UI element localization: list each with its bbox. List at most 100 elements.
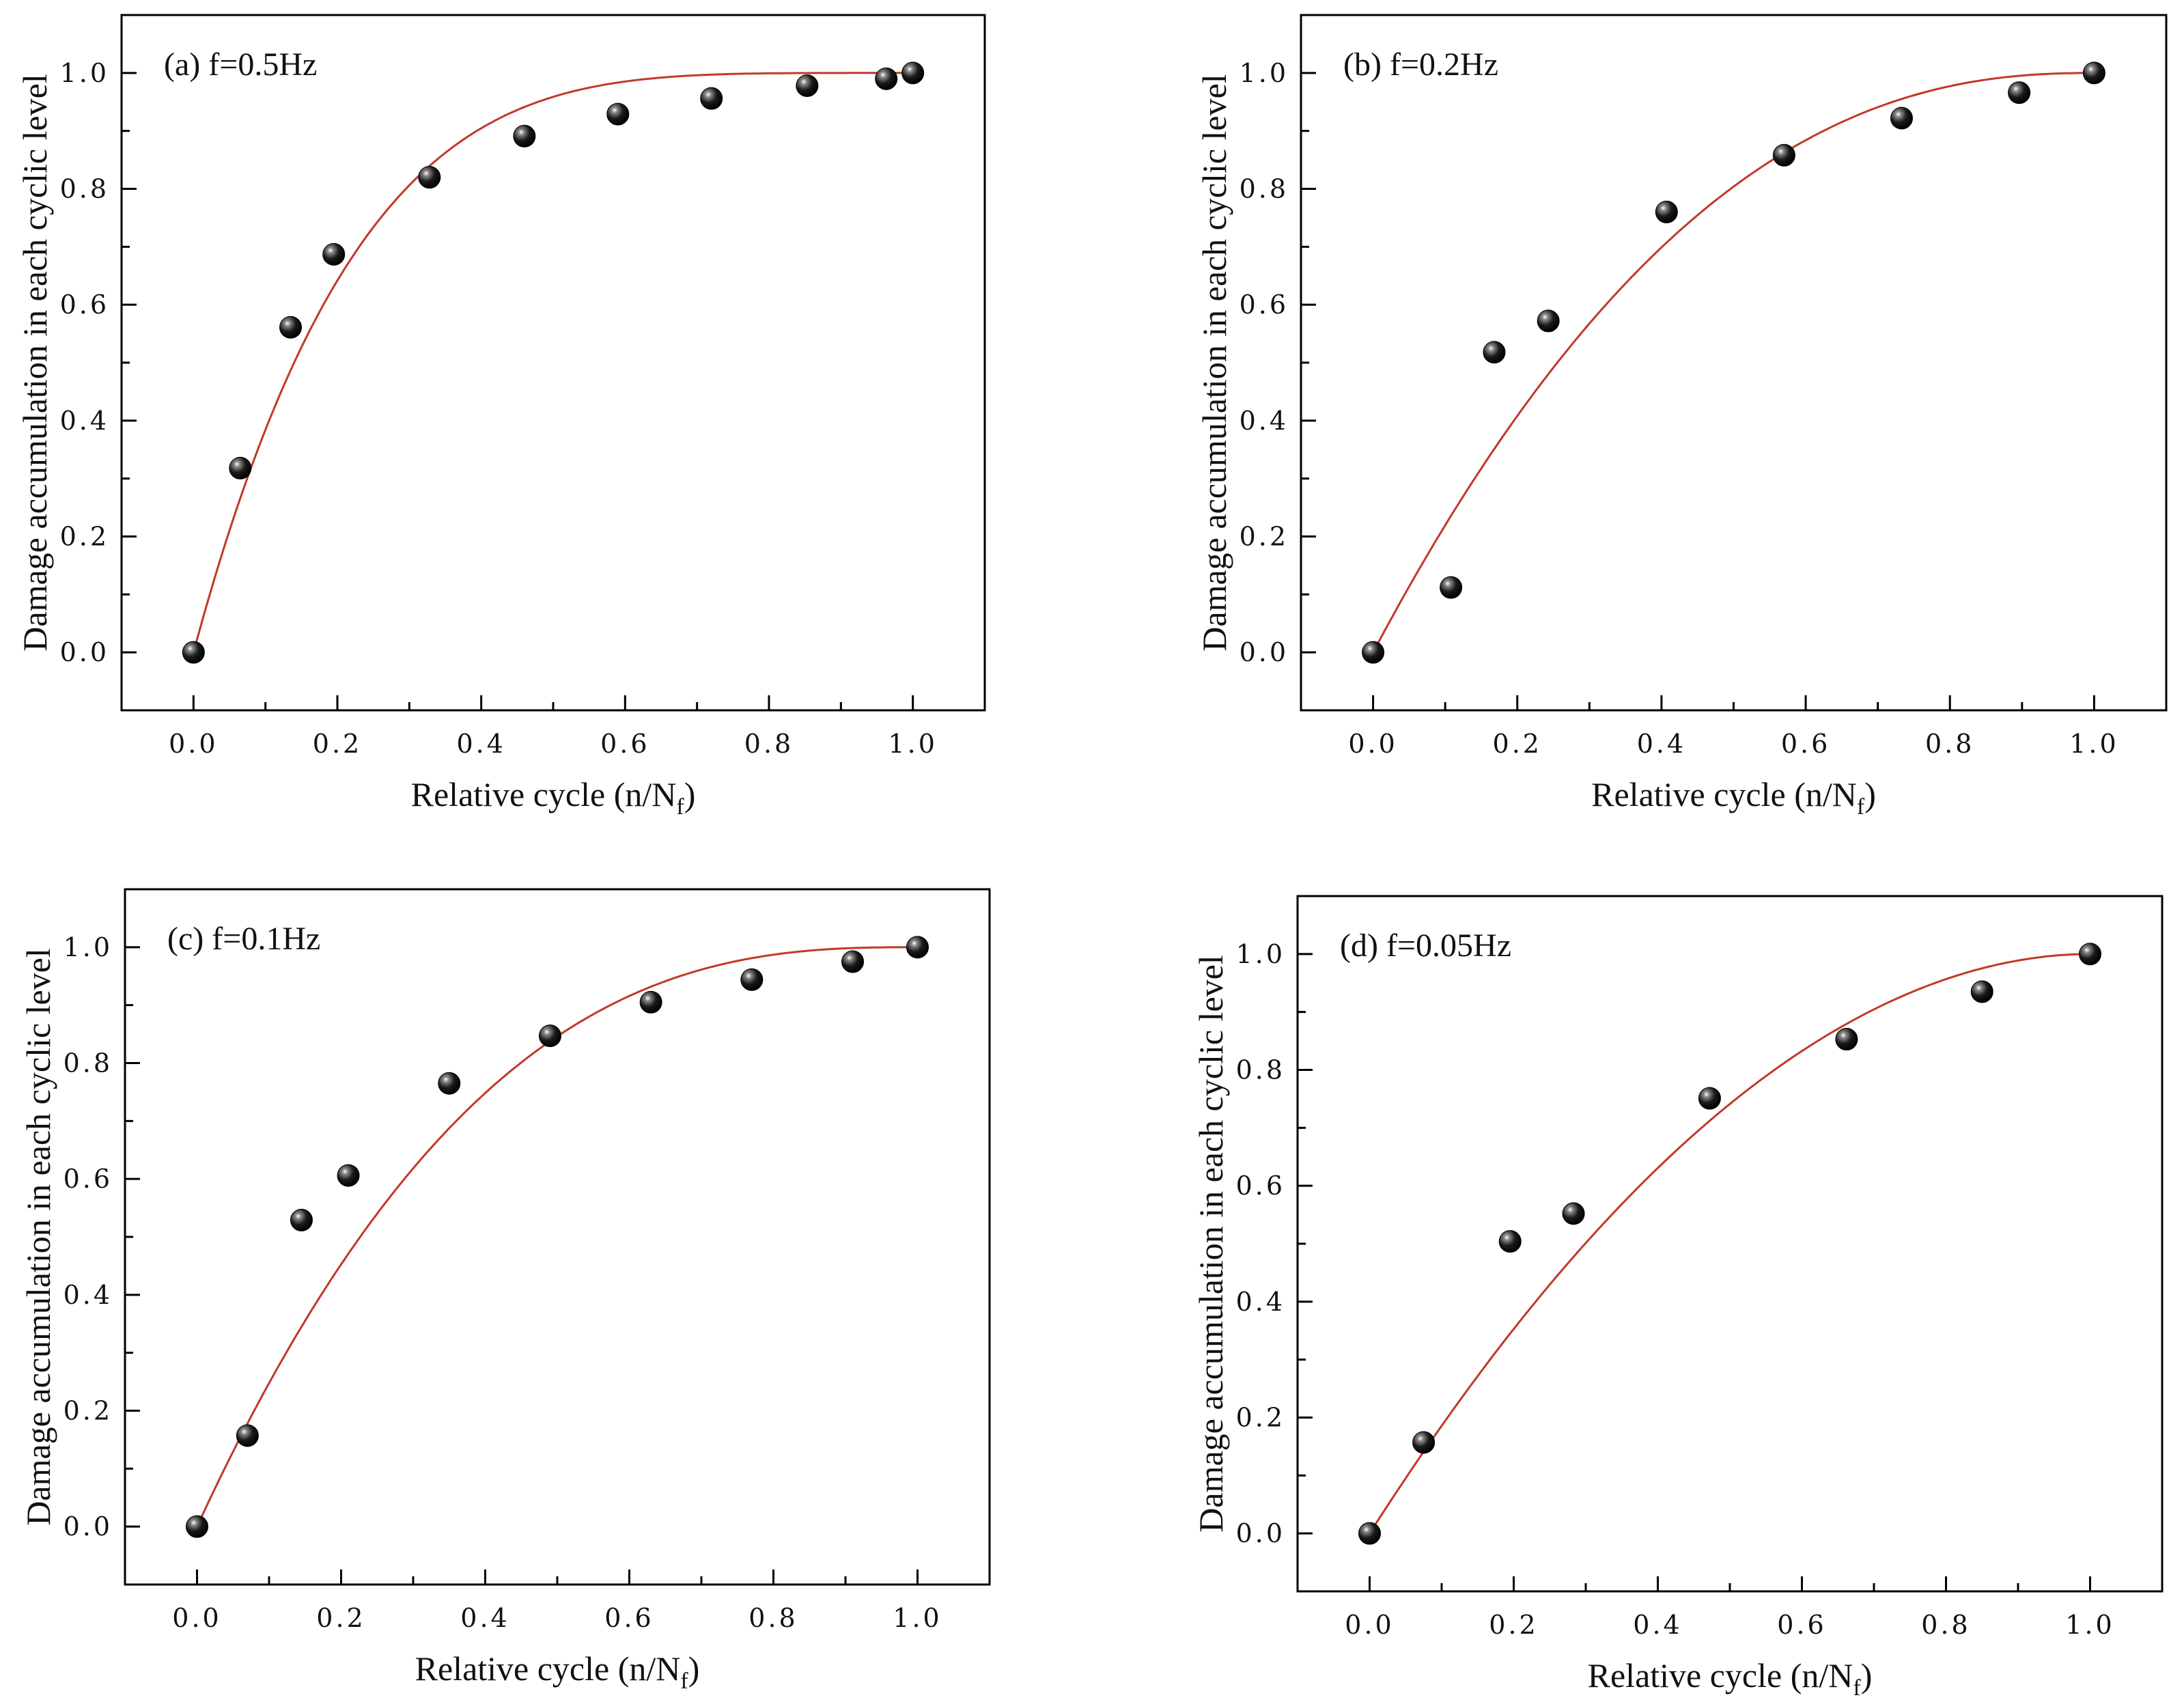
panel-b: 0.0 0.2 0.4 0.6 0.8 1.0 0.0 0.2 0.4 0.6 0.8 1.0 (b)… [1195, 14, 2168, 820]
x-axis-label-close: ) [688, 1649, 700, 1688]
data-points [182, 61, 925, 664]
data-point [538, 1024, 561, 1048]
x-axis-label-subscript: f [680, 1669, 688, 1694]
data-point [639, 990, 662, 1014]
y-tick-label: 1.0 [64, 932, 113, 962]
y-tick-label: 0.2 [1236, 1403, 1285, 1433]
y-tick-label: 0.0 [60, 637, 109, 667]
x-axis-label-subscript: f [676, 794, 684, 820]
x-tick-label: 0.2 [316, 1603, 365, 1633]
data-points [186, 936, 929, 1538]
x-axis-label-main: Relative cycle (n/N [1591, 775, 1857, 813]
data-point [186, 1515, 208, 1538]
y-tick-label: 0.6 [60, 290, 109, 320]
data-point [2008, 81, 2031, 104]
y-axis-label: Damage accumulation in each cyclic level [1192, 955, 1230, 1532]
y-tick-label: 0.4 [1240, 406, 1289, 436]
y-tick-label: 0.8 [1240, 174, 1289, 204]
y-axis-label: Damage accumulation in each cyclic level [16, 74, 54, 651]
x-tick-label: 0.2 [1493, 729, 1542, 759]
x-axis-label-main: Relative cycle (n/N [411, 775, 677, 813]
y-tick-label: 1.0 [1240, 58, 1289, 88]
x-tick-label: 0.0 [169, 729, 218, 759]
data-point [236, 1424, 259, 1447]
data-point [1890, 107, 1914, 130]
data-points [1358, 943, 2101, 1545]
x-tick-label: 0.4 [1633, 1610, 1682, 1640]
plot-frame [1300, 14, 2168, 712]
data-point [906, 936, 929, 959]
data-point [1412, 1431, 1436, 1454]
y-tick-label: 1.0 [60, 58, 109, 88]
x-tick-label: 0.6 [600, 729, 649, 759]
data-point [438, 1072, 461, 1095]
x-axis-label: Relative cycle (n/Nf) [415, 1649, 700, 1694]
data-point [740, 968, 764, 991]
x-axis-label-close: ) [684, 775, 696, 813]
data-point [513, 124, 536, 148]
fit-curve [192, 72, 913, 653]
plot-frame [1296, 895, 2164, 1593]
axis-ticks: 0.0 0.2 0.4 0.6 0.8 1.0 0.0 0.2 0.4 0.6 0.8 1.0 [1240, 58, 2118, 759]
data-point [1970, 980, 1993, 1003]
x-tick-label: 0.0 [1345, 1610, 1394, 1640]
data-point [1362, 641, 1385, 664]
x-tick-label: 0.8 [1925, 729, 1974, 759]
y-tick-label: 0.0 [1240, 637, 1289, 667]
x-tick-label: 0.8 [748, 1603, 798, 1633]
y-tick-label: 0.0 [64, 1511, 113, 1541]
x-tick-label: 0.0 [172, 1603, 221, 1633]
x-tick-label: 0.6 [604, 1603, 654, 1633]
x-axis-label-subscript: f [1857, 794, 1865, 820]
y-tick-label: 0.4 [60, 406, 109, 436]
x-axis-label: Relative cycle (n/Nf) [1591, 775, 1876, 820]
x-axis-label-close: ) [1861, 1656, 1873, 1694]
y-tick-label: 0.8 [64, 1048, 113, 1078]
y-axis-label: Damage accumulation in each cyclic level [19, 948, 57, 1525]
data-point [1698, 1087, 1721, 1110]
data-point [322, 242, 346, 266]
x-tick-label: 1.0 [888, 729, 937, 759]
data-point [875, 67, 898, 90]
panel-a: 0.0 0.2 0.4 0.6 0.8 1.0 0.0 0.2 0.4 0.6 0.8 1.0 (a)… [16, 14, 986, 820]
x-axis-label-main: Relative cycle (n/N [1588, 1656, 1853, 1694]
x-tick-label: 0.8 [1921, 1610, 1970, 1640]
x-tick-label: 0.4 [460, 1603, 509, 1633]
panel-c: 0.0 0.2 0.4 0.6 0.8 1.0 0.0 0.2 0.4 0.6 0.8 1.0 (c)… [19, 888, 991, 1694]
x-axis-label: Relative cycle (n/Nf) [411, 775, 696, 820]
panel-title: (d) f=0.05Hz [1340, 927, 1511, 964]
y-tick-label: 0.6 [1236, 1171, 1285, 1201]
x-axis-label-subscript: f [1853, 1675, 1861, 1701]
data-point [1498, 1230, 1522, 1253]
data-point [337, 1164, 360, 1187]
x-tick-label: 1.0 [2065, 1610, 2114, 1640]
y-tick-label: 0.8 [1236, 1055, 1285, 1085]
data-point [796, 74, 819, 97]
x-tick-label: 1.0 [2069, 729, 2118, 759]
x-tick-label: 0.2 [313, 729, 362, 759]
x-axis-label: Relative cycle (n/Nf) [1588, 1656, 1873, 1701]
y-tick-label: 0.2 [64, 1396, 113, 1426]
data-point [418, 166, 441, 189]
x-tick-label: 0.2 [1489, 1610, 1538, 1640]
y-tick-label: 0.6 [1240, 290, 1289, 320]
data-point [1562, 1202, 1585, 1225]
y-tick-label: 0.4 [64, 1280, 113, 1310]
data-point [229, 456, 252, 479]
panel-d: 0.0 0.2 0.4 0.6 0.8 1.0 0.0 0.2 0.4 0.6 0.8 1.0 (d)… [1192, 895, 2164, 1701]
data-point [606, 102, 630, 126]
y-axis-label: Damage accumulation in each cyclic level [1195, 74, 1233, 651]
data-point [1440, 576, 1463, 599]
data-point [182, 641, 205, 664]
data-point [2079, 943, 2101, 966]
data-point [290, 1208, 313, 1231]
x-tick-label: 0.4 [456, 729, 505, 759]
x-tick-label: 0.6 [1781, 729, 1830, 759]
y-tick-label: 0.2 [1240, 522, 1289, 552]
y-tick-label: 0.8 [60, 174, 109, 204]
y-tick-label: 0.4 [1236, 1287, 1285, 1317]
x-tick-label: 0.8 [744, 729, 794, 759]
data-point [841, 950, 865, 973]
x-axis-label-close: ) [1864, 775, 1876, 813]
